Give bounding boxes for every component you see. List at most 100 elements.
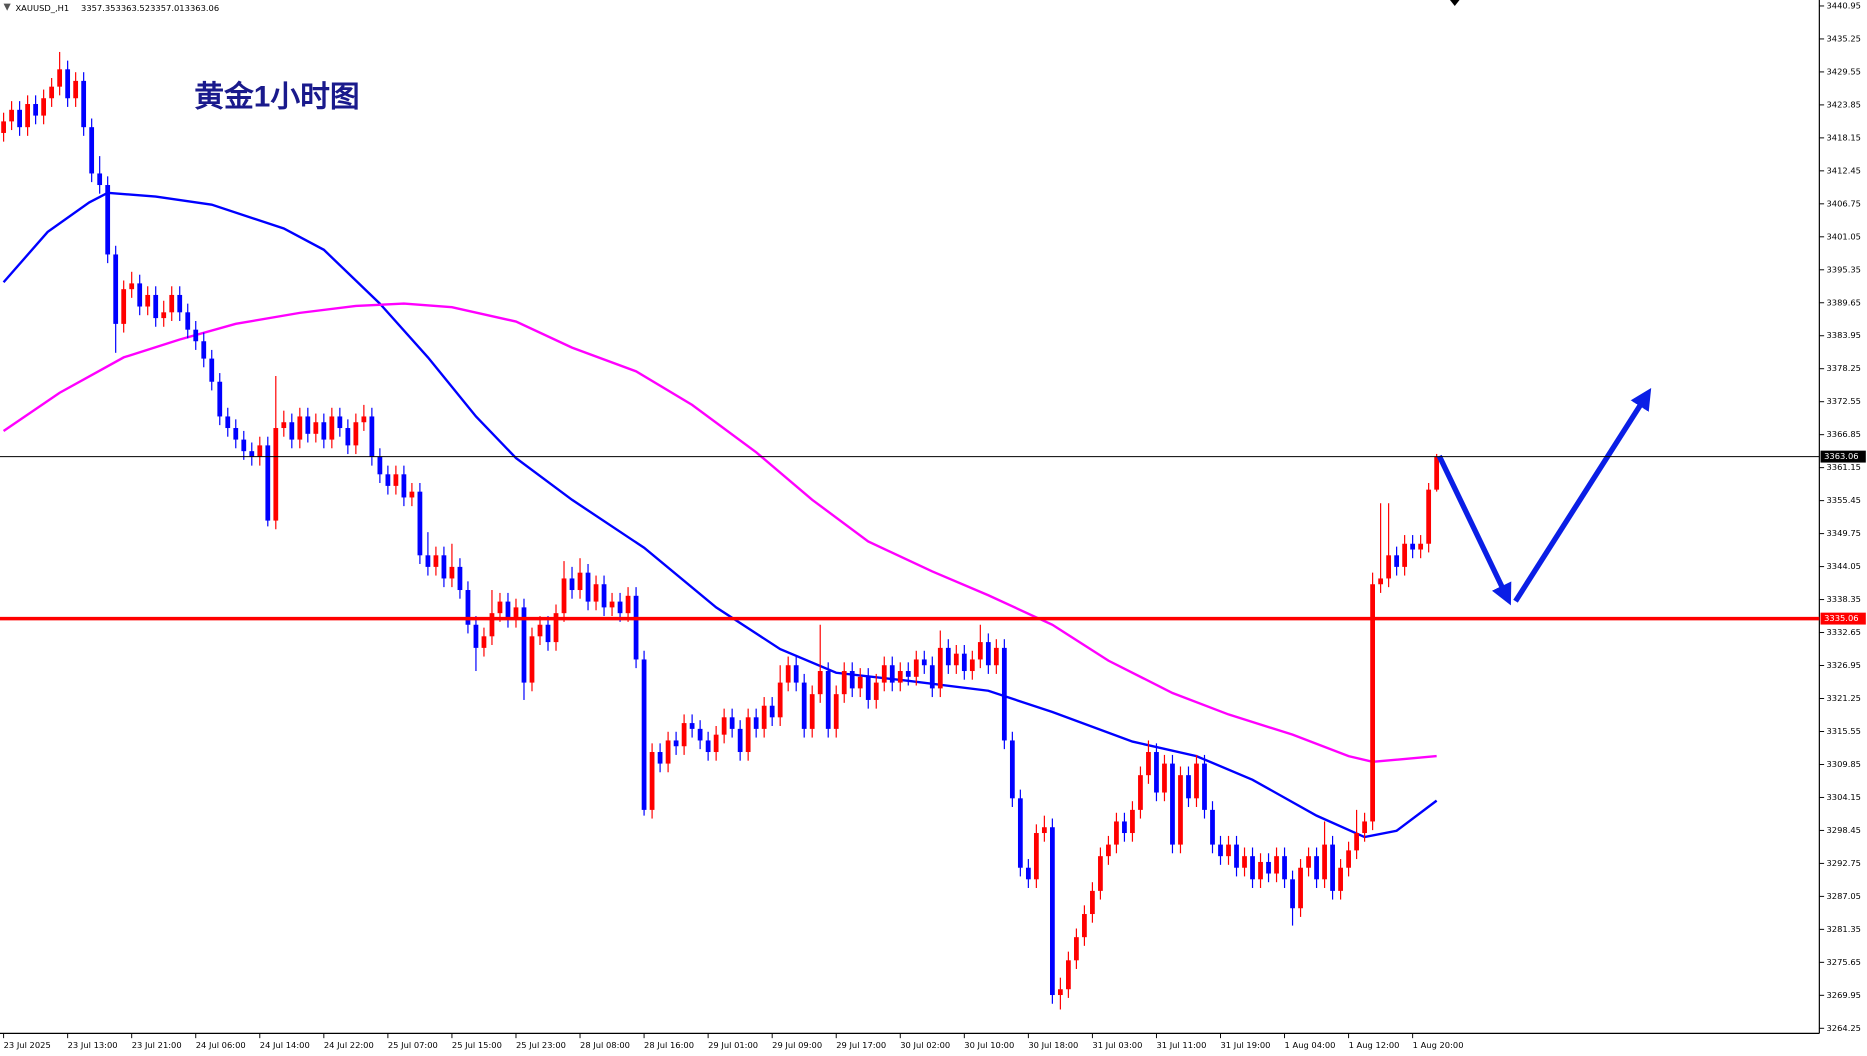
candle-body bbox=[761, 705, 767, 729]
candle-body bbox=[97, 173, 103, 186]
candle-body bbox=[33, 104, 39, 116]
candle-body bbox=[1234, 844, 1239, 868]
price-label-box bbox=[1820, 450, 1866, 463]
moving-average bbox=[2, 302, 1437, 764]
candle-body bbox=[81, 80, 87, 128]
candle-body bbox=[1017, 798, 1023, 868]
candle-body bbox=[57, 69, 63, 87]
candle-body bbox=[281, 422, 287, 429]
candle-body bbox=[729, 717, 735, 729]
y-tick-label: 3389.65 bbox=[1826, 297, 1860, 307]
candle-body bbox=[801, 682, 807, 729]
candle-body bbox=[817, 671, 823, 695]
candle-body bbox=[217, 381, 223, 417]
candle-body bbox=[793, 665, 799, 683]
candle-body bbox=[137, 283, 143, 307]
candle-body bbox=[1082, 914, 1087, 938]
candle-body bbox=[409, 491, 415, 498]
candle-body bbox=[9, 109, 14, 122]
candle-body bbox=[1274, 856, 1279, 874]
x-tick-label: 30 Jul 18:00 bbox=[1028, 1040, 1078, 1050]
candle-body bbox=[113, 254, 119, 324]
shift-marker bbox=[1449, 0, 1460, 6]
x-tick-label: 28 Jul 16:00 bbox=[644, 1040, 694, 1050]
candle-body bbox=[273, 428, 279, 521]
y-tick-label: 3344.05 bbox=[1826, 561, 1860, 571]
candle-body bbox=[1170, 763, 1175, 845]
candle-body bbox=[345, 428, 351, 446]
y-tick-label: 3287.05 bbox=[1826, 891, 1860, 901]
arrow-down bbox=[1436, 454, 1512, 606]
candle-body bbox=[1074, 937, 1079, 961]
candle-body bbox=[569, 578, 575, 591]
candle-body bbox=[633, 595, 639, 660]
candle-body bbox=[49, 86, 55, 99]
candle-body bbox=[1, 121, 6, 133]
candle-body bbox=[513, 607, 519, 619]
header-close: 3363.06 bbox=[185, 3, 219, 13]
x-tick-label: 1 Aug 04:00 bbox=[1285, 1040, 1336, 1050]
candle-body bbox=[897, 671, 903, 683]
candle-body bbox=[1266, 861, 1271, 874]
candle-body bbox=[121, 289, 127, 324]
candle-body bbox=[169, 294, 175, 313]
candle-body bbox=[1186, 775, 1191, 799]
candle-body bbox=[1378, 578, 1384, 585]
candle-body bbox=[1338, 867, 1343, 891]
candle-body bbox=[1290, 879, 1295, 909]
x-tick-label: 31 Jul 11:00 bbox=[1156, 1040, 1206, 1050]
candle-body bbox=[1162, 763, 1167, 793]
y-tick-label: 3269.95 bbox=[1826, 990, 1860, 1000]
candle-body bbox=[993, 647, 999, 666]
candle-body bbox=[249, 451, 255, 457]
candle-body bbox=[41, 98, 47, 116]
y-tick-label: 3435.25 bbox=[1826, 33, 1860, 43]
candle-body bbox=[1426, 489, 1432, 544]
y-tick-label: 3332.65 bbox=[1826, 627, 1860, 637]
x-tick-label: 25 Jul 23:00 bbox=[516, 1040, 566, 1050]
x-tick-label: 31 Jul 19:00 bbox=[1221, 1040, 1271, 1050]
x-tick-label: 24 Jul 22:00 bbox=[324, 1040, 374, 1050]
x-tick-label: 23 Jul 2025 bbox=[4, 1040, 51, 1050]
candle-body bbox=[201, 341, 207, 359]
candle-body bbox=[489, 613, 495, 637]
candle-body bbox=[809, 694, 815, 729]
candle-body bbox=[225, 416, 231, 429]
candle-body bbox=[1330, 844, 1335, 891]
y-tick-label: 3304.15 bbox=[1826, 792, 1860, 802]
candle-body bbox=[961, 653, 967, 672]
candle-body bbox=[609, 601, 615, 608]
x-tick-label: 25 Jul 15:00 bbox=[452, 1040, 502, 1050]
candle-body bbox=[1001, 647, 1007, 741]
candle-body bbox=[1025, 867, 1031, 880]
candle-body bbox=[193, 329, 199, 342]
candle-body bbox=[497, 601, 503, 614]
candle-body bbox=[473, 624, 479, 648]
candle-body bbox=[857, 676, 863, 689]
moving-average bbox=[2, 191, 1438, 839]
candle-body bbox=[1194, 763, 1199, 799]
candle-body bbox=[1314, 856, 1319, 880]
candle-body bbox=[1394, 555, 1400, 567]
candle-body bbox=[265, 445, 271, 521]
candle-body bbox=[457, 566, 463, 591]
candle-body bbox=[321, 422, 327, 440]
candle-body bbox=[377, 456, 383, 475]
candle-body bbox=[25, 104, 31, 128]
candle-body bbox=[1049, 827, 1055, 996]
candle-body bbox=[425, 555, 431, 567]
candle-body bbox=[465, 590, 471, 625]
y-tick-label: 3349.75 bbox=[1826, 528, 1860, 538]
candle-body bbox=[777, 682, 783, 718]
y-tick-label: 3309.85 bbox=[1826, 759, 1860, 769]
candle-body bbox=[889, 665, 895, 683]
candle-body bbox=[977, 642, 983, 660]
x-tick-label: 1 Aug 12:00 bbox=[1349, 1040, 1400, 1050]
y-tick-label: 3315.55 bbox=[1826, 726, 1860, 736]
candle-body bbox=[369, 416, 375, 457]
candle-body bbox=[353, 422, 359, 446]
candle-body bbox=[873, 682, 879, 700]
candle-body bbox=[1202, 763, 1207, 810]
price-label: 3335.06 bbox=[1824, 613, 1858, 623]
candle-body bbox=[145, 294, 151, 307]
